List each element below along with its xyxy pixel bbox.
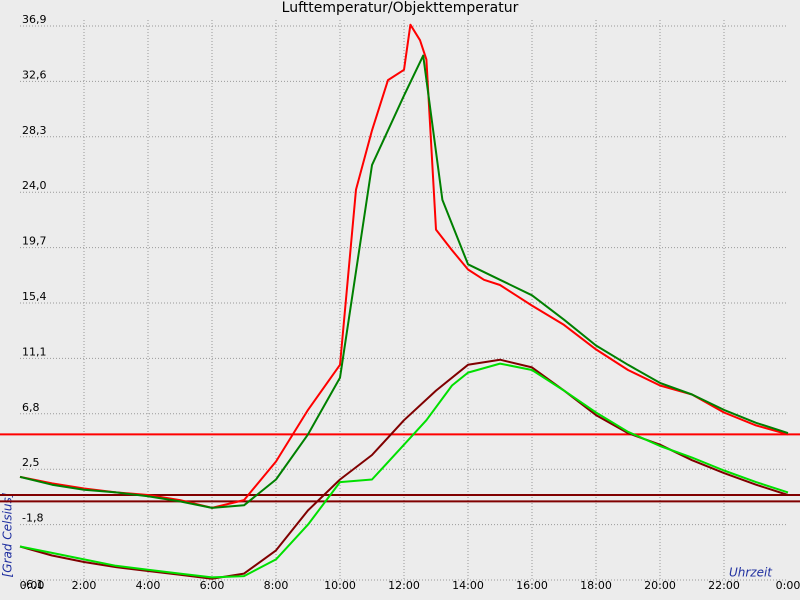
y-tick-label: 6,8	[22, 401, 40, 414]
x-tick-label: 10:00	[324, 579, 356, 592]
y-axis-label: [Grad Celsius]	[1, 492, 15, 577]
y-tick-label: 2,5	[22, 456, 40, 469]
x-tick-label: 0:00	[20, 579, 45, 592]
x-tick-label: 4:00	[136, 579, 161, 592]
y-tick-label: 36,9	[22, 13, 47, 26]
series-line	[19, 54, 789, 509]
x-tick-label: 18:00	[580, 579, 612, 592]
series-line	[19, 362, 789, 579]
x-tick-label: 20:00	[644, 579, 676, 592]
x-tick-label: 8:00	[264, 579, 289, 592]
chart-title: Lufttemperatur/Objekttemperatur	[282, 0, 519, 16]
x-tick-label: 22:00	[708, 579, 740, 592]
y-tick-label: 15,4	[22, 290, 47, 303]
x-tick-label: 2:00	[72, 579, 97, 592]
y-tick-label: -1,8	[22, 512, 43, 525]
y-tick-label: 11,1	[22, 345, 47, 358]
x-axis-label: Uhrzeit	[729, 566, 773, 580]
x-tick-label: 12:00	[388, 579, 420, 592]
x-tick-label: 14:00	[452, 579, 484, 592]
x-tick-label: 16:00	[516, 579, 548, 592]
series-line	[19, 358, 789, 580]
y-tick-label: 28,3	[22, 124, 47, 137]
x-tick-label: 6:00	[200, 579, 225, 592]
y-tick-label: 24,0	[22, 179, 47, 192]
y-tick-label: 32,6	[22, 68, 47, 81]
y-tick-label: -6,1	[22, 578, 43, 591]
y-tick-label: 19,7	[22, 235, 47, 248]
x-tick-label: 0:00	[776, 579, 800, 592]
